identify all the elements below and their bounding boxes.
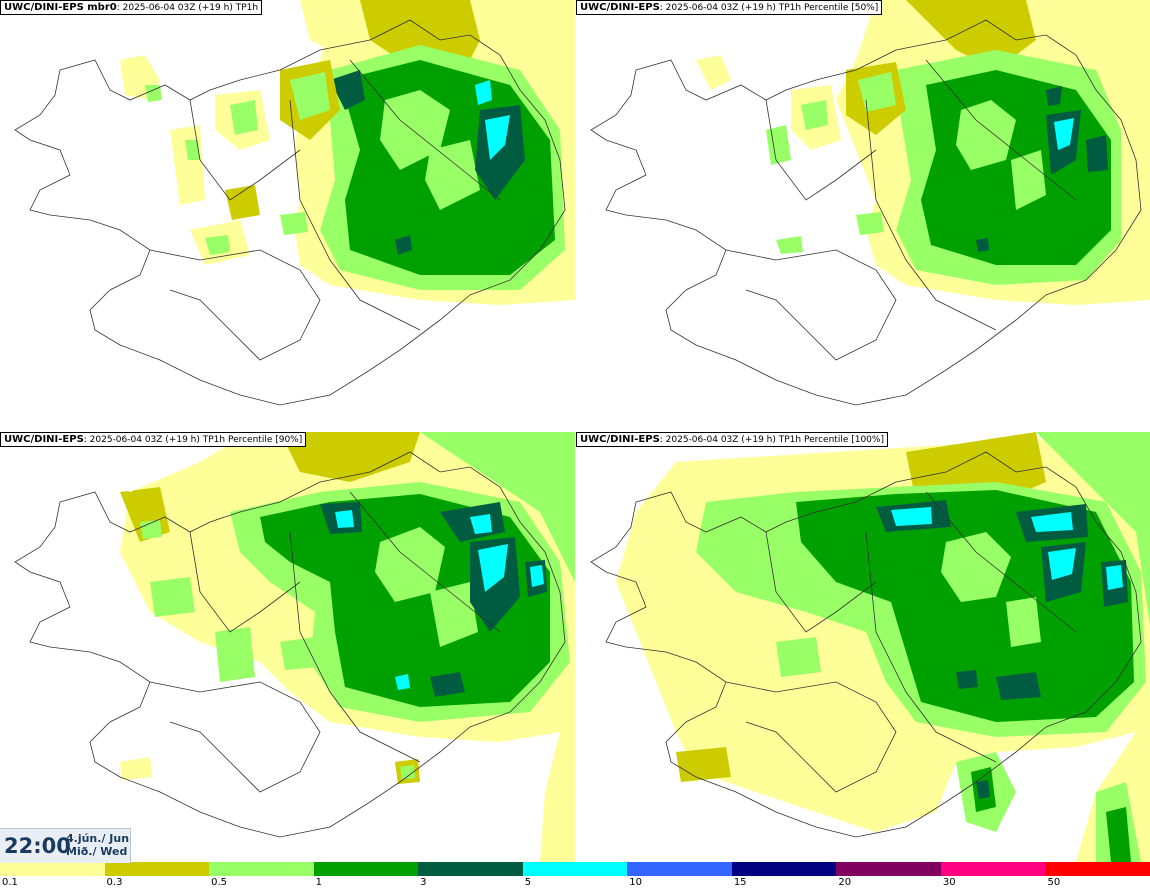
country-outline — [14, 19, 566, 406]
model-name: UWC/DINI-EPS — [580, 434, 660, 445]
legend-segment — [0, 862, 105, 876]
legend-segment — [104, 862, 210, 876]
legend-tick-label: 30 — [942, 877, 956, 888]
valid-time-box: 22:00 4.jún./ Jun Mið./ Wed — [0, 828, 131, 863]
precip-field — [576, 0, 1150, 305]
legend-segment — [522, 862, 628, 876]
legend-tick-label: 20 — [838, 877, 852, 888]
country-outline — [14, 451, 566, 838]
run-info: : 2025-06-04 03Z (+19 h) TP1h — [116, 3, 259, 13]
precip-map-member0 — [0, 0, 575, 406]
map-panel-percentile-50: UWC/DINI-EPS: 2025-06-04 03Z (+19 h) TP1… — [576, 0, 1150, 432]
legend-segment — [209, 862, 314, 876]
country-outline — [590, 451, 1142, 838]
legend-tick-label: 10 — [629, 877, 642, 888]
panel-title: UWC/DINI-EPS: 2025-06-04 03Z (+19 h) TP1… — [576, 432, 888, 447]
model-name: UWC/DINI-EPS — [4, 434, 84, 445]
legend-segment — [313, 862, 419, 876]
map-panel-member0: UWC/DINI-EPS mbr0: 2025-06-04 03Z (+19 h… — [0, 0, 575, 432]
model-name: UWC/DINI-EPS — [580, 2, 660, 13]
legend-tick-label: 15 — [733, 877, 747, 888]
legend-segment — [627, 862, 732, 876]
legend-tick-label: 5 — [524, 877, 532, 888]
panel-title: UWC/DINI-EPS: 2025-06-04 03Z (+19 h) TP1… — [0, 432, 307, 447]
panel-title: UWC/DINI-EPS mbr0: 2025-06-04 03Z (+19 h… — [0, 0, 263, 15]
run-info: : 2025-06-04 03Z (+19 h) TP1h Percentile… — [659, 3, 879, 13]
panel-divider — [575, 0, 576, 862]
run-info: : 2025-06-04 03Z (+19 h) TP1h Percentile… — [83, 435, 303, 445]
precip-field — [0, 0, 575, 305]
precip-map-p100 — [576, 432, 1150, 862]
country-outline — [590, 19, 1142, 406]
legend-tick-label: 0.5 — [211, 877, 227, 888]
precip-field — [576, 432, 1150, 862]
legend-tick-label: 0.1 — [2, 877, 18, 888]
valid-time: 22:00 — [4, 834, 71, 858]
precip-map-p50 — [576, 0, 1150, 406]
legend-segment — [731, 862, 837, 876]
legend-tick-label: 0.3 — [106, 877, 123, 888]
legend-segment — [836, 862, 941, 876]
legend-tick-label: 1 — [315, 877, 322, 888]
precip-field — [0, 432, 575, 862]
valid-date: 4.jún./ Jun Mið./ Wed — [66, 832, 129, 858]
valid-date-line2: Mið./ Wed — [66, 845, 128, 858]
color-legend: 0.1 0.3 0.5 1 3 5 10 15 20 30 50 — [0, 862, 1150, 891]
panel-title: UWC/DINI-EPS: 2025-06-04 03Z (+19 h) TP1… — [576, 0, 883, 15]
map-panel-percentile-100: UWC/DINI-EPS: 2025-06-04 03Z (+19 h) TP1… — [576, 432, 1150, 864]
run-info: : 2025-06-04 03Z (+19 h) TP1h Percentile… — [659, 435, 884, 445]
legend-tick-label: 3 — [420, 877, 427, 888]
legend-segment — [418, 862, 523, 876]
legend-segment — [940, 862, 1046, 876]
legend-color-bar — [0, 862, 1150, 876]
legend-segment — [1045, 862, 1150, 876]
valid-date-line1: 4.jún./ Jun — [66, 832, 130, 845]
precip-map-p90 — [0, 432, 575, 862]
model-name: UWC/DINI-EPS mbr0 — [4, 2, 117, 13]
legend-tick-label: 50 — [1047, 877, 1061, 888]
map-panel-percentile-90: UWC/DINI-EPS: 2025-06-04 03Z (+19 h) TP1… — [0, 432, 575, 864]
